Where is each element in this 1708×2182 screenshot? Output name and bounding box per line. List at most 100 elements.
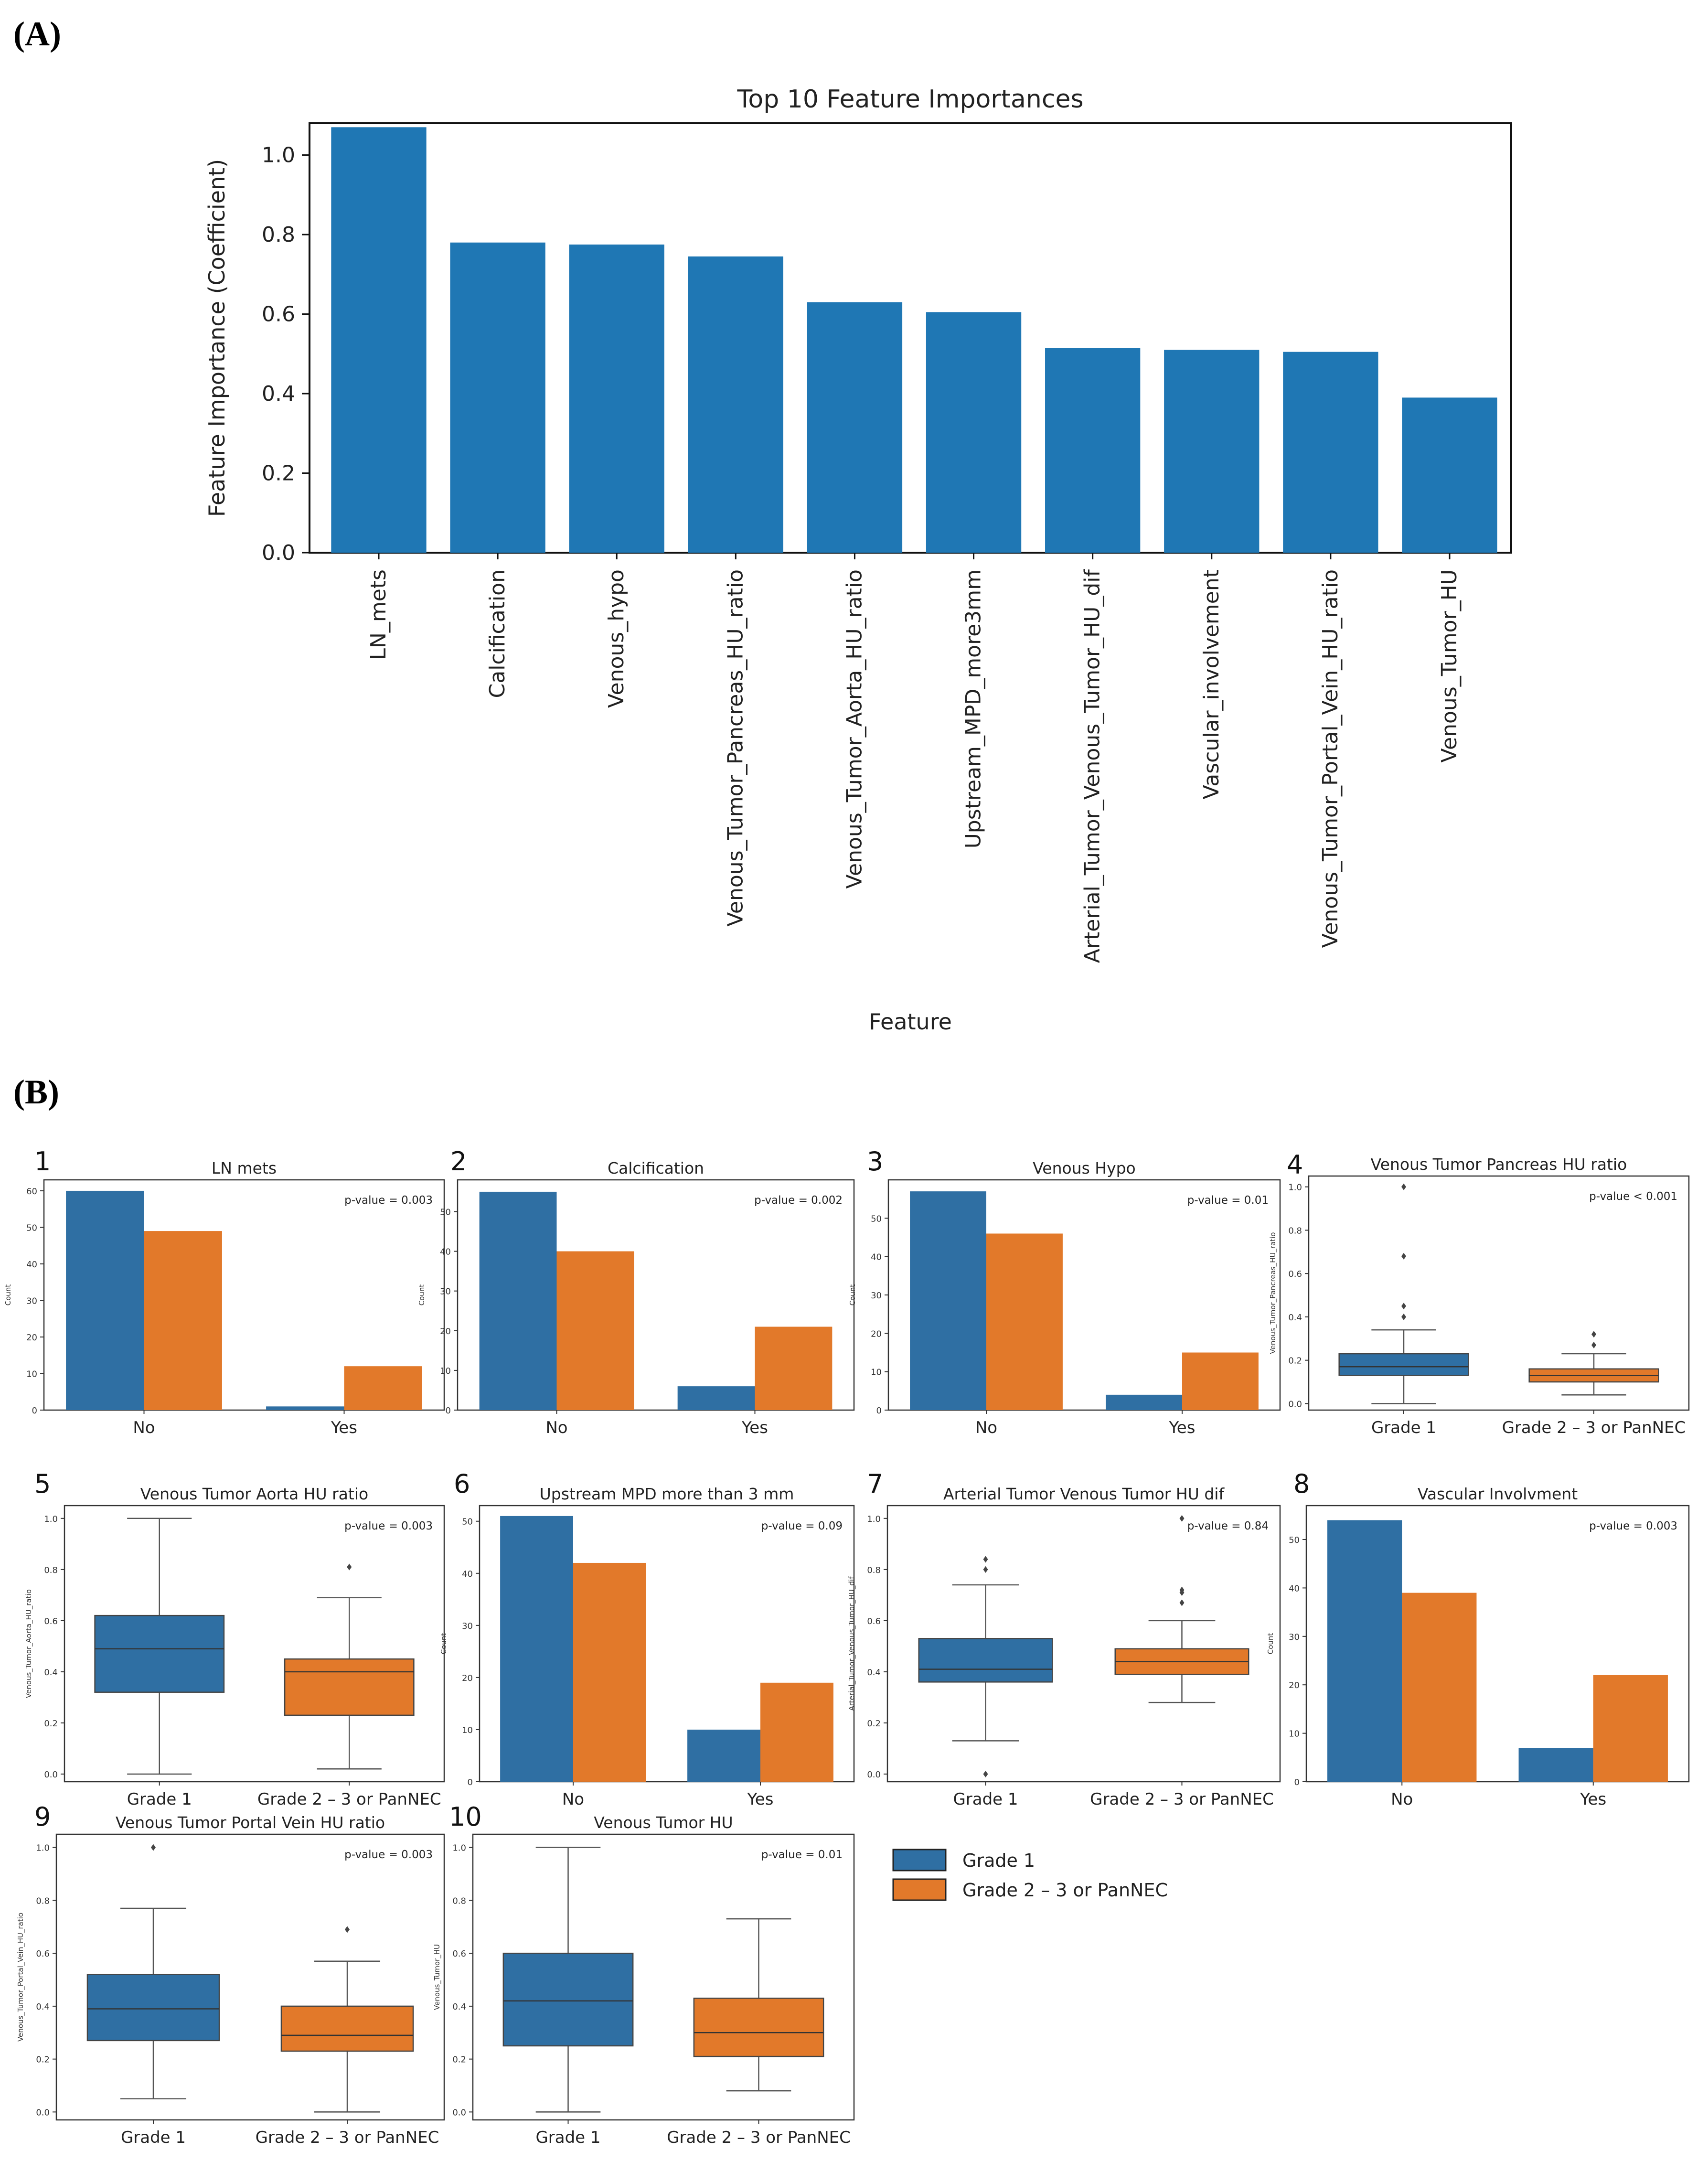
main-plot-frame: [309, 122, 1512, 554]
box-outlier: [1401, 1183, 1406, 1190]
legend-swatch-grade1: [892, 1849, 947, 1872]
subplot-bar: [1518, 1748, 1593, 1782]
subplot-y-tick-label: 40: [440, 1247, 451, 1257]
subplot-x-tick-label: No: [1391, 1790, 1413, 1809]
subplot-y-axis-label: Count: [417, 1284, 426, 1306]
subplot-y-tick-label: 20: [440, 1326, 451, 1337]
subplot-y-axis-label: Venous_Tumor_Aorta_HU_ratio: [24, 1589, 33, 1698]
subplot-x-tick-label: Grade 1: [535, 2128, 600, 2147]
subplot-title: LN mets: [212, 1159, 277, 1177]
subplot-y-tick-label: 0.0: [867, 1770, 881, 1780]
subplot-x-tick-label: Grade 2 – 3 or PanNEC: [1502, 1418, 1686, 1437]
subplot-title: Venous Tumor Aorta HU ratio: [140, 1485, 368, 1503]
subplot-p-value: p-value = 0.84: [1187, 1520, 1269, 1532]
subplot-y-tick-label: 50: [26, 1223, 37, 1233]
subplot-bar: [677, 1386, 755, 1410]
subplot-y-axis-label: Venous_Tumor_HU: [433, 1944, 442, 2010]
subplot-5: 5 Venous Tumor Aorta HU ratio p-value = 0.…: [24, 1469, 445, 1809]
subplot-y-tick-label: 10: [440, 1366, 451, 1376]
subplot-x-tick-label: Grade 2 – 3 or PanNEC: [257, 1790, 441, 1809]
subplot-x-tick-label: No: [975, 1418, 997, 1437]
subplot-y-tick-label: 30: [462, 1621, 473, 1631]
subplot-4: 4 Venous Tumor Pancreas HU ratio p-value <…: [1269, 1150, 1690, 1437]
subplot-9: 9 Venous Tumor Portal Vein HU ratio p-valu…: [16, 1802, 445, 2147]
subplot-10: 10 Venous Tumor HU p-value = 0.01 Venous_Tu…: [433, 1802, 855, 2147]
subplot-title: Arterial Tumor Venous Tumor HU dif: [943, 1485, 1225, 1503]
subplot-frame: [1308, 1175, 1690, 1411]
subplot-bar: [144, 1231, 222, 1410]
subplot-bar: [66, 1190, 144, 1410]
subplot-2: 2 Calcification p-value = 0.002 Count 0 10 20 3…: [417, 1146, 855, 1437]
subplot-x-tick-label: Grade 1: [953, 1790, 1018, 1809]
subplot-y-axis-label: Arterial_Tumor_Venous_Tumor_HU_dif: [847, 1576, 856, 1711]
panel-label-a: (A): [13, 15, 61, 53]
subplot-y-tick-label: 10: [871, 1368, 882, 1378]
subplot-y-tick-label: 10: [462, 1725, 473, 1735]
box-iqr: [284, 1658, 415, 1716]
box-outlier: [983, 1566, 988, 1573]
subplot-x-tick-label: Grade 1: [127, 1790, 192, 1809]
subplot-bar: [760, 1682, 833, 1782]
main-x-tick-label: Venous_Tumor_Portal_Vein_HU_ratio: [1318, 569, 1343, 948]
subplot-y-tick-label: 0.6: [1288, 1269, 1302, 1279]
subplot-number: 10: [449, 1802, 482, 1832]
main-bar: [688, 256, 783, 553]
subplot-y-tick-label: 20: [871, 1329, 882, 1339]
subplot-y-axis-label: Count: [1266, 1633, 1275, 1655]
subplot-frame: [886, 1505, 1281, 1783]
main-bar: [450, 242, 545, 553]
subplot-y-tick-label: 0.2: [867, 1719, 881, 1729]
subplot-y-tick-label: 50: [462, 1517, 473, 1527]
subplot-y-tick-label: 50: [871, 1214, 882, 1224]
subplot-bar: [687, 1729, 760, 1782]
main-x-tick-label: Venous_Tumor_HU: [1437, 569, 1462, 763]
subplot-bar: [1106, 1394, 1182, 1410]
subplot-y-tick-label: 10: [1289, 1729, 1300, 1739]
subplot-x-tick-label: No: [133, 1418, 155, 1437]
subplot-y-tick-label: 60: [26, 1187, 37, 1197]
box-iqr: [502, 1952, 634, 2047]
subplot-title: Vascular Involvment: [1418, 1485, 1578, 1503]
subplot-y-tick-label: 0.8: [44, 1565, 58, 1575]
box-outlier: [1179, 1599, 1185, 1606]
box-iqr: [1338, 1353, 1469, 1376]
subplot-y-tick-label: 0: [32, 1406, 37, 1416]
subplot-frame: [55, 1833, 445, 2121]
subplot-y-tick-label: 1.0: [452, 1843, 466, 1853]
subplot-y-tick-label: 20: [462, 1673, 473, 1683]
subplot-title: Upstream MPD more than 3 mm: [540, 1485, 794, 1503]
subplot-y-tick-label: 30: [440, 1287, 451, 1297]
main-y-tick-label: 1.0: [262, 143, 295, 168]
box-iqr: [693, 1998, 824, 2057]
subplot-p-value: p-value = 0.09: [761, 1520, 843, 1532]
subplot-bar: [1593, 1675, 1668, 1782]
box-iqr: [280, 2005, 414, 2052]
panel-label-b: (B): [13, 1073, 59, 1111]
subplot-y-tick-label: 10: [26, 1369, 37, 1379]
subplot-y-tick-label: 0.4: [36, 2002, 50, 2012]
subplot-y-tick-label: 0: [468, 1777, 473, 1787]
box-outlier: [1401, 1252, 1406, 1260]
subplot-number: 9: [34, 1802, 51, 1832]
main-x-tick-label: Venous_Tumor_Pancreas_HU_ratio: [723, 569, 747, 927]
subplot-frame: [43, 1179, 445, 1411]
subplot-y-tick-label: 0: [1294, 1777, 1300, 1787]
subplot-y-tick-label: 0.0: [452, 2107, 466, 2118]
subplot-number: 7: [867, 1469, 883, 1499]
subplot-y-tick-label: 0.2: [36, 2055, 50, 2065]
subplot-y-axis-label: Count: [439, 1633, 448, 1655]
box-outlier: [345, 1926, 350, 1933]
subplot-number: 4: [1287, 1150, 1303, 1180]
subplot-bar: [1402, 1593, 1477, 1782]
box-outlier: [983, 1770, 988, 1777]
subplot-title: Venous Tumor Portal Vein HU ratio: [116, 1813, 385, 1832]
main-x-axis-label: Feature: [869, 1009, 952, 1035]
main-y-tick-label: 0.6: [262, 302, 295, 327]
subplot-bar: [910, 1191, 986, 1410]
subplot-frame: [64, 1505, 445, 1783]
subplot-y-tick-label: 30: [871, 1291, 882, 1301]
subplot-title: Venous Hypo: [1033, 1159, 1136, 1177]
main-bar: [1045, 348, 1141, 553]
